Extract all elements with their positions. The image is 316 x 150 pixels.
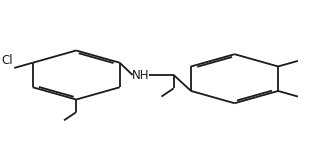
Text: NH: NH [131,69,149,81]
Text: Cl: Cl [1,54,13,67]
